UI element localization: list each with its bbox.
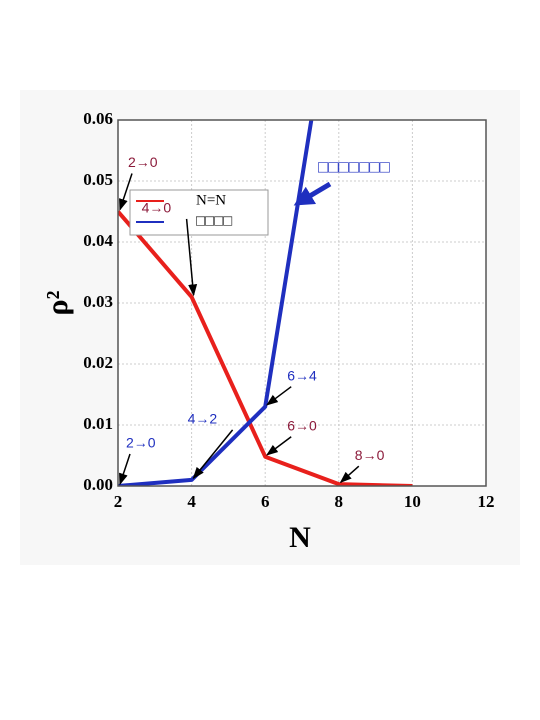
label-arrow <box>266 386 292 406</box>
x-axis-label: N <box>289 521 311 554</box>
legend-box <box>129 189 269 236</box>
label-arrow <box>119 173 133 211</box>
annotation: □□□□□□□ <box>318 157 390 176</box>
point-label: 4→2 <box>188 411 218 427</box>
legend: N=N □□□□ <box>129 189 269 236</box>
y-tick-label: 0.02 <box>83 353 113 372</box>
x-tick-label: 6 <box>261 492 270 511</box>
label-arrow <box>185 218 198 297</box>
y-tick-label: 0.04 <box>83 231 113 250</box>
point-label: 6→4 <box>287 367 317 383</box>
point-label: 4→0 <box>142 200 172 216</box>
label-arrow <box>266 436 292 456</box>
label-arrow <box>339 465 360 484</box>
y-tick-label: 0.06 <box>83 109 113 128</box>
y-tick-label: 0.00 <box>83 475 113 494</box>
series-line <box>118 210 413 486</box>
label-arrow <box>119 453 131 486</box>
point-label: 2→0 <box>126 435 156 451</box>
y-tick-label: 0.05 <box>83 170 113 189</box>
y-tick-label: 0.03 <box>83 292 113 311</box>
x-tick-label: 10 <box>404 492 421 511</box>
legend-label: N=N <box>196 192 226 208</box>
plot-frame <box>117 119 487 487</box>
legend-label: □□□□ <box>196 213 232 229</box>
label-arrow <box>192 429 234 480</box>
y-tick-label: 0.01 <box>83 414 113 433</box>
series-line <box>118 120 314 486</box>
x-tick-label: 8 <box>335 492 344 511</box>
x-tick-label: 4 <box>187 492 196 511</box>
x-tick-label: 2 <box>114 492 123 511</box>
x-tick-label: 12 <box>478 492 495 511</box>
point-label: 6→0 <box>287 417 317 433</box>
point-label: 8→0 <box>355 447 385 463</box>
annotation-arrow <box>293 181 332 206</box>
y-axis-label: ρ² <box>41 290 74 315</box>
point-label: 2→0 <box>128 154 158 170</box>
